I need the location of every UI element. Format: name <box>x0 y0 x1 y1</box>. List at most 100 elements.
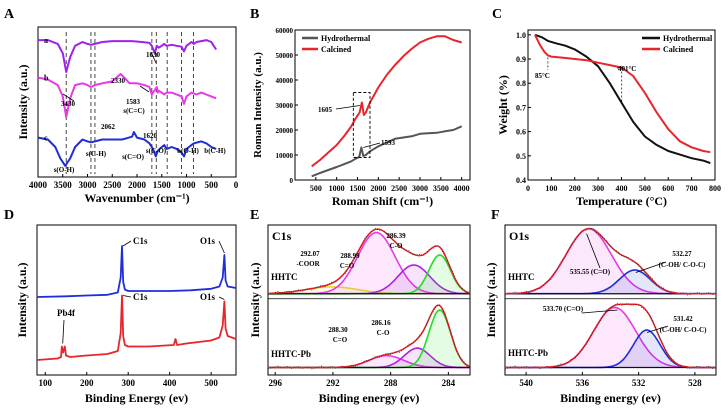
series-line-c <box>37 131 217 167</box>
hhtc-peak-fill <box>268 286 470 294</box>
hhtc-pb-peak-fill <box>268 348 470 368</box>
annotation: 1630 <box>146 51 161 59</box>
x-axis-title: Binding Energy (ev) <box>85 391 188 405</box>
sample-label: HHTC <box>508 272 535 282</box>
plot-frame <box>504 224 717 376</box>
hhtc-pb-raw-data <box>267 304 471 370</box>
annotation: 401°C <box>618 65 636 73</box>
panel-label: E <box>250 208 259 223</box>
x-tick-label: 1000 <box>178 180 197 190</box>
x-tick-label: 300 <box>592 184 604 193</box>
y-tick-label: 0.5 <box>516 152 526 161</box>
panel-title: C1s <box>272 229 292 243</box>
panel-title: O1s <box>509 229 529 243</box>
series-label: c <box>44 134 48 143</box>
x-axis-title: Roman Shift (cm⁻¹) <box>332 194 433 208</box>
x-tick-label: 2500 <box>103 180 122 190</box>
annotation: -COOR <box>296 260 320 268</box>
arrow <box>62 319 65 344</box>
x-tick-label: 3500 <box>433 184 449 193</box>
x-tick-label: 400 <box>163 378 177 388</box>
x-axis-title: Wavenumber (cm⁻¹) <box>84 191 189 205</box>
annotation: 292.07 <box>300 250 320 258</box>
x-tick-label: 1500 <box>153 180 172 190</box>
plot-frame <box>267 224 471 376</box>
annotation: (C-OH/ C-O-C) <box>659 261 707 269</box>
arrow <box>335 105 360 110</box>
panel-f: F O1s HHTC HHTC-Pb 540 536 532 528 Binding energ… <box>484 208 717 405</box>
arrow <box>646 325 669 333</box>
annotation: s(C-O) <box>146 147 167 155</box>
series-line-HHTC <box>36 245 237 298</box>
hhtc-pb-peak-fill <box>268 355 470 368</box>
annotation: C=O <box>340 262 355 270</box>
sample-label: HHTC <box>271 272 298 282</box>
x-tick-label: 100 <box>545 184 557 193</box>
x-tick-label: 800 <box>709 184 721 193</box>
y-tick-label: 0.8 <box>516 79 526 88</box>
annotation: s(C=O) <box>122 153 145 161</box>
hhtc-pb-envelope <box>268 304 471 369</box>
arrow <box>122 240 132 247</box>
x-tick-label: 0 <box>526 184 530 193</box>
x-tick-label: 2000 <box>370 184 386 193</box>
arrow <box>363 142 381 148</box>
legend-label: Calcined <box>321 45 352 54</box>
series-line-HHTC-Pb <box>36 294 237 361</box>
arrow <box>139 85 150 93</box>
x-tick-label: 3000 <box>79 180 98 190</box>
x-tick-label: 3000 <box>412 184 428 193</box>
annotation: C1s <box>133 292 148 302</box>
x-tick-label: 400 <box>616 184 628 193</box>
x-tick-label: 4000 <box>454 184 470 193</box>
hhtc-raw-data <box>504 228 717 296</box>
x-tick-label: 2000 <box>128 180 147 190</box>
annotation: 532.27 <box>672 250 692 258</box>
y-tick-label: 1.0 <box>516 31 526 40</box>
series-line-Calcined <box>534 34 711 154</box>
series-line-a <box>38 39 218 73</box>
annotation: 1620 <box>143 132 158 140</box>
y-axis-title: Intensity (a.u.) <box>15 262 29 337</box>
x-tick-label: 540 <box>519 378 533 388</box>
annotation: 535.55 (C=O) <box>570 268 611 276</box>
annotation: 85°C <box>535 72 550 80</box>
arrow <box>581 309 618 314</box>
y-tick-label: 0.4 <box>516 176 526 185</box>
annotation: s(O-H) <box>54 166 75 174</box>
hhtc-peak-fill <box>268 255 470 294</box>
x-tick-label: 2500 <box>391 184 407 193</box>
series-line-Hydrothermal <box>311 125 463 178</box>
hhtc-peak-fill <box>268 232 470 294</box>
hhtc-pb-peak-fill <box>505 307 716 368</box>
x-axis-title: Binding energy (ev) <box>560 391 661 405</box>
panel-label: A <box>4 7 15 22</box>
x-tick-label: 292 <box>326 378 340 388</box>
panel-label: C <box>492 7 502 22</box>
panel-d: D 100 200 300 400 500 Binding Energy (ev) Inten… <box>4 208 237 405</box>
panel-label: B <box>250 7 259 22</box>
hhtc-peak-fill <box>505 270 716 294</box>
sample-label: HHTC-Pb <box>508 348 548 358</box>
series-label: b <box>44 74 49 83</box>
annotation: 1605 <box>318 106 333 114</box>
annotation: C=O <box>333 336 348 344</box>
x-tick-label: 200 <box>80 378 94 388</box>
x-tick-label: 528 <box>688 378 702 388</box>
panel-label: F <box>491 208 500 223</box>
legend-label: Hydrothermal <box>321 34 371 43</box>
annotation: 531.42 <box>673 315 693 323</box>
arrow <box>218 296 225 300</box>
x-tick-label: 4000 <box>29 180 48 190</box>
y-axis-title: Weight (%) <box>496 75 510 135</box>
x-axis-title: Binding energy (ev) <box>319 391 420 405</box>
x-tick-label: 296 <box>268 378 282 388</box>
annotation: b(C-H) <box>204 147 226 155</box>
y-tick-label: 0.9 <box>516 55 526 64</box>
x-tick-label: 288 <box>384 378 398 388</box>
hhtc-pb-raw-data <box>504 302 717 370</box>
annotation: O1s <box>200 292 216 302</box>
x-tick-label: 0 <box>234 180 239 190</box>
y-axis-title: Intensity (a.u.) <box>484 262 498 337</box>
y-axis-title: Intensity (a.u.) <box>16 64 30 139</box>
